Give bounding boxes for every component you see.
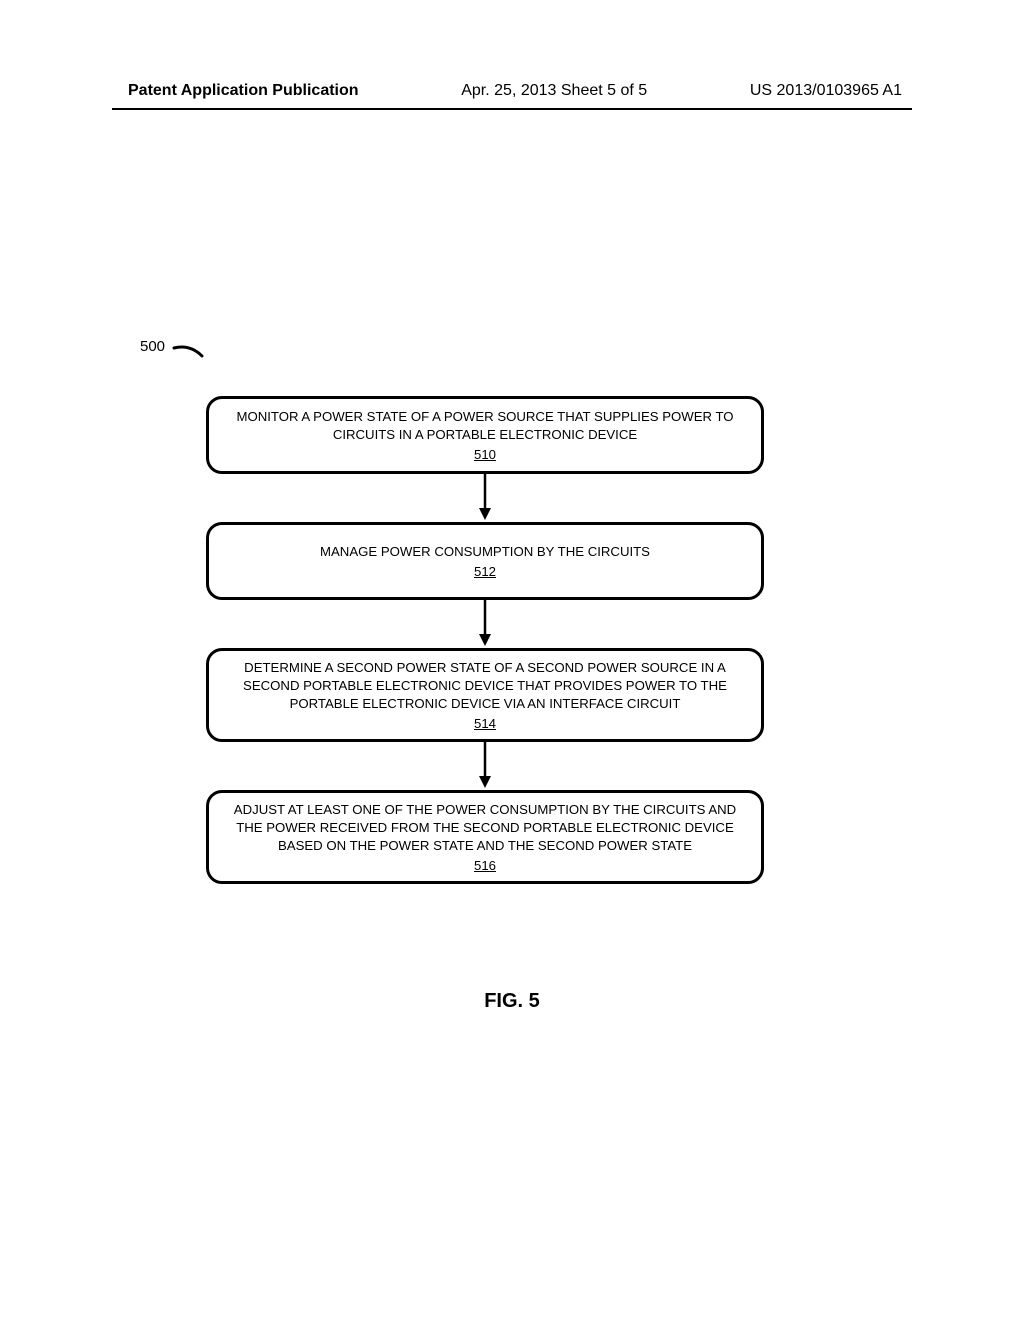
- header-date-sheet: Apr. 25, 2013 Sheet 5 of 5: [461, 82, 647, 100]
- flow-step: MONITOR A POWER STATE OF A POWER SOURCE …: [206, 396, 764, 474]
- flow-step-text: MONITOR A POWER STATE OF A POWER SOURCE …: [227, 408, 743, 444]
- flow-arrow-icon: [465, 742, 505, 790]
- flow-step-ref: 516: [474, 857, 496, 875]
- header-rule: [112, 108, 912, 110]
- flow-step: DETERMINE A SECOND POWER STATE OF A SECO…: [206, 648, 764, 742]
- flow-arrow: [206, 742, 764, 790]
- figure-caption: FIG. 5: [0, 990, 1024, 1013]
- flow-step-text: MANAGE POWER CONSUMPTION BY THE CIRCUITS: [320, 543, 650, 561]
- header-publication: Patent Application Publication: [128, 82, 359, 100]
- flow-step: MANAGE POWER CONSUMPTION BY THE CIRCUITS…: [206, 522, 764, 600]
- flow-arrow-icon: [465, 474, 505, 522]
- flowchart: MONITOR A POWER STATE OF A POWER SOURCE …: [206, 396, 764, 884]
- flow-arrow-icon: [465, 600, 505, 648]
- header-pub-number: US 2013/0103965 A1: [750, 82, 902, 100]
- flow-step-ref: 510: [474, 446, 496, 464]
- page-header: Patent Application Publication Apr. 25, …: [0, 82, 1024, 100]
- flow-arrow: [206, 474, 764, 522]
- reference-swoosh-icon: [172, 342, 212, 364]
- figure-reference-label: 500: [140, 338, 165, 355]
- flow-step-ref: 512: [474, 563, 496, 581]
- flow-step-ref: 514: [474, 715, 496, 733]
- flow-arrow: [206, 600, 764, 648]
- flow-step-text: ADJUST AT LEAST ONE OF THE POWER CONSUMP…: [227, 801, 743, 854]
- flow-step-text: DETERMINE A SECOND POWER STATE OF A SECO…: [227, 659, 743, 712]
- flow-step: ADJUST AT LEAST ONE OF THE POWER CONSUMP…: [206, 790, 764, 884]
